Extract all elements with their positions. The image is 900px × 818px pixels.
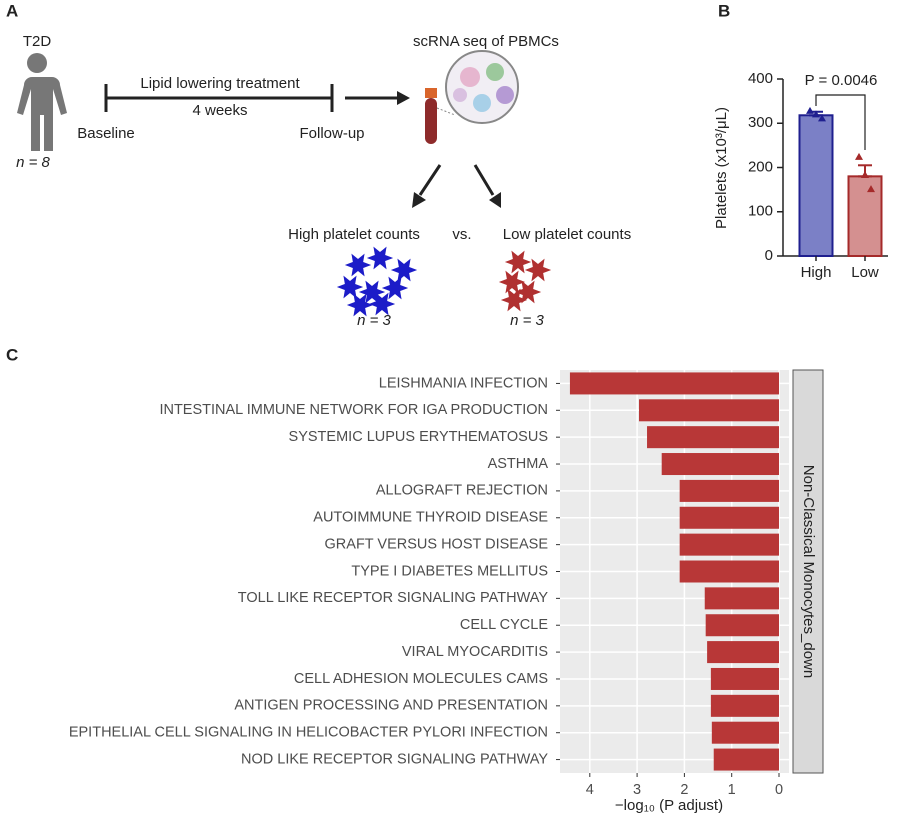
y-tick-label: 200 [748, 158, 773, 175]
y-tick-label: GRAFT VERSUS HOST DISEASE [325, 536, 549, 552]
y-tick-label: 0 [765, 247, 773, 264]
y-tick-label: EPITHELIAL CELL SIGNALING IN HELICOBACTE… [69, 725, 548, 741]
facet-strip [792, 369, 824, 774]
platelet [366, 246, 394, 270]
platelet [504, 250, 532, 274]
y-tick-label: CELL CYCLE [460, 617, 548, 633]
treatment-label: Lipid lowering treatment [140, 75, 300, 92]
facet-label: Non-Classical Monocytes_down [800, 465, 817, 678]
data-point [855, 152, 863, 160]
bar [711, 721, 779, 744]
panel-label: C [6, 345, 18, 364]
platelet-icons [336, 246, 552, 317]
subject-label: T2D [23, 33, 52, 50]
high-n: n = 3 [357, 312, 391, 329]
y-tick-label: 100 [748, 203, 773, 220]
y-tick-label: TYPE I DIABETES MELLITUS [351, 563, 548, 579]
x-tick-label: 2 [680, 782, 688, 798]
bar [847, 175, 883, 258]
bar [661, 453, 779, 476]
y-tick-label: ASTHMA [488, 456, 549, 472]
data-point [806, 106, 814, 114]
y-tick-label: TOLL LIKE RECEPTOR SIGNALING PATHWAY [238, 590, 549, 606]
platelet [498, 270, 526, 294]
bar [710, 694, 779, 717]
subject-n: n = 8 [16, 154, 50, 171]
panel-label: A [6, 1, 18, 20]
y-axis-label: Platelets (x10³/μL) [713, 107, 730, 229]
bar [707, 641, 779, 664]
significance-bracket [815, 94, 866, 150]
x-tick-label: 1 [728, 782, 736, 798]
data-point [867, 185, 875, 193]
annotation: P = 0.0046 [805, 72, 878, 89]
low-n: n = 3 [510, 312, 544, 329]
bar [679, 533, 779, 556]
platelet [390, 258, 418, 282]
timeline [104, 84, 334, 112]
bar [704, 587, 779, 610]
platelet [336, 275, 364, 299]
duration-label: 4 weeks [192, 102, 247, 119]
y-tick-label: 400 [748, 70, 773, 87]
x-axis-label: −log₁₀ (P adjust) [615, 797, 723, 814]
y-tick-label: ALLOGRAFT REJECTION [376, 483, 548, 499]
bar [679, 506, 779, 529]
x-tick-label: 4 [586, 782, 594, 798]
platelet [381, 276, 409, 300]
bar [638, 399, 779, 422]
bar [798, 114, 834, 257]
panel-label: B [718, 1, 730, 20]
y-tick-label: INTESTINAL IMMUNE NETWORK FOR IGA PRODUC… [159, 402, 548, 418]
low-group-label: Low platelet counts [503, 226, 631, 243]
y-tick-label: NOD LIKE RECEPTOR SIGNALING PATHWAY [241, 751, 548, 767]
arrows [345, 91, 501, 208]
bar [569, 372, 779, 395]
high-group-label: High platelet counts [288, 226, 420, 243]
data-point [818, 114, 826, 122]
y-tick-label: 300 [748, 114, 773, 131]
y-tick-label: VIRAL MYOCARDITIS [402, 644, 548, 660]
y-tick-label: LEISHMANIA INFECTION [379, 375, 548, 391]
y-tick-label: CELL ADHESION MOLECULES CAMS [294, 671, 548, 687]
bar [679, 560, 779, 583]
x-tick-label: 0 [775, 782, 783, 798]
y-tick-label: AUTOIMMUNE THYROID DISEASE [313, 510, 548, 526]
versus-label: vs. [452, 226, 471, 243]
y-tick-label: ANTIGEN PROCESSING AND PRESENTATION [234, 698, 548, 714]
data-point [861, 171, 869, 179]
x-tick-label: High [801, 264, 832, 281]
bar [679, 479, 779, 502]
x-tick-label: Low [851, 264, 879, 281]
bar [713, 748, 779, 771]
platelet [344, 253, 372, 277]
person-icon [17, 53, 67, 151]
assay-label: scRNA seq of PBMCs [413, 33, 559, 50]
x-tick-label: 3 [633, 782, 641, 798]
bar [647, 426, 779, 449]
baseline-label: Baseline [77, 125, 135, 142]
followup-label: Follow-up [299, 125, 364, 142]
platelet [524, 258, 552, 282]
data-point [812, 110, 820, 118]
sample-tube [425, 50, 519, 144]
platelet [368, 292, 396, 316]
y-tick-label: SYSTEMIC LUPUS ERYTHEMATOSUS [289, 429, 548, 445]
platelet [500, 288, 528, 312]
bar [705, 614, 779, 637]
bar [710, 667, 779, 690]
platelet [346, 293, 374, 317]
